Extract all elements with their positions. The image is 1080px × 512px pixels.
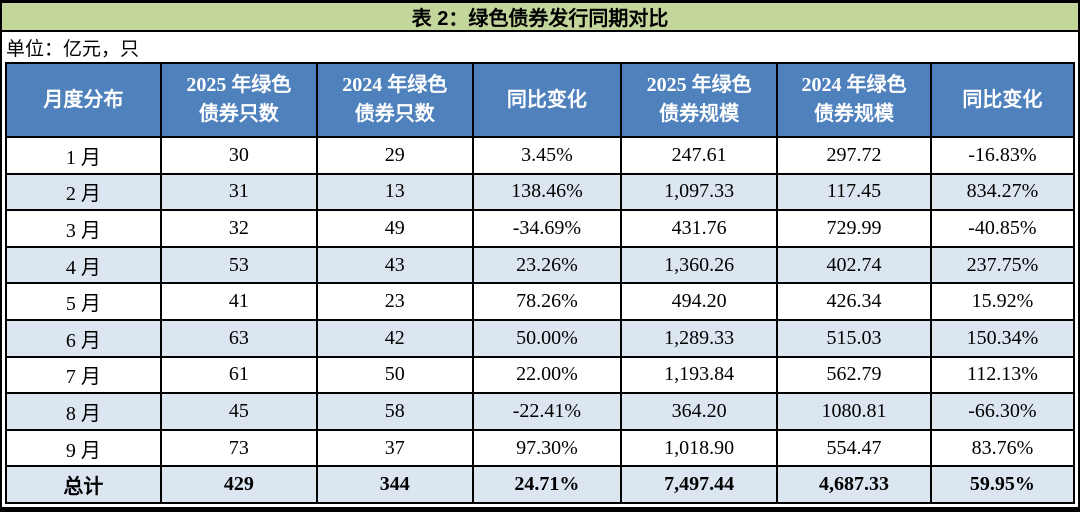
table-cell: 237.75% [929,245,1076,285]
table-cell: 15.92% [929,282,1076,321]
table-cell: 4,687.33 [776,465,932,504]
table-cell: 138.46% [471,172,623,212]
table-cell: 13 [315,172,474,212]
table-cell: 1,289.33 [620,318,779,358]
table-cell: 1,018.90 [620,428,779,468]
table-cell: 总计 [5,465,162,504]
table-cell: 4 月 [5,245,162,285]
table-cell: 247.61 [620,136,779,175]
total-row: 总计 429 344 24.71% 7,497.44 4,687.33 59.95% [5,465,1076,504]
table-cell: 29 [315,136,474,175]
table-cell: 112.13% [929,355,1076,395]
table-cell: 150.34% [929,318,1076,358]
table-row: 3 月 32 49 -34.69% 431.76 729.99 -40.85% [5,209,1076,248]
table-cell: 562.79 [776,355,932,395]
column-header: 2025 年绿色 债券只数 [159,62,318,138]
column-header: 2024 年绿色 债券规模 [776,62,932,138]
column-header: 2024 年绿色 债券只数 [315,62,474,138]
table-cell: 6 月 [5,318,162,358]
table-cell: 1,097.33 [620,172,779,212]
table-cell: 58 [315,392,474,431]
table-cell: 45 [159,392,318,431]
header-row: 月度分布 2025 年绿色 债券只数 2024 年绿色 债券只数 同比变化 2025 年… [5,62,1076,138]
table-cell: 50 [315,355,474,395]
table-cell: 5 月 [5,282,162,321]
table-cell: 59.95% [929,465,1076,504]
table-cell: 3 月 [5,209,162,248]
table-cell: 23 [315,282,474,321]
table-row: 8 月 45 58 -22.41% 364.20 1080.81 -66.30% [5,392,1076,431]
table-cell: 1,193.84 [620,355,779,395]
table-cell: 2 月 [5,172,162,212]
table-cell: 515.03 [776,318,932,358]
table-cell: 1080.81 [776,392,932,431]
table-cell: 7 月 [5,355,162,395]
table-row: 4 月 53 43 23.26% 1,360.26 402.74 237.75% [5,245,1076,285]
table-title: 表 2：绿色债券发行同期对比 [2,3,1078,32]
table-header: 月度分布 2025 年绿色 债券只数 2024 年绿色 债券只数 同比变化 2025 年… [5,62,1076,138]
table-cell: 61 [159,355,318,395]
table-cell: 297.72 [776,136,932,175]
column-header: 同比变化 [471,62,623,138]
table-cell: 23.26% [471,245,623,285]
unit-note: 单位：亿元，只 [6,38,140,60]
table-cell: 9 月 [5,428,162,468]
table-row: 1 月 30 29 3.45% 247.61 297.72 -16.83% [5,136,1076,175]
table-cell: 344 [315,465,474,504]
table-cell: 431.76 [620,209,779,248]
table-cell: 32 [159,209,318,248]
table-row: 7 月 61 50 22.00% 1,193.84 562.79 112.13% [5,355,1076,395]
table-cell: -34.69% [471,209,623,248]
column-header: 同比变化 [929,62,1076,138]
table-cell: -40.85% [929,209,1076,248]
comparison-table: 月度分布 2025 年绿色 债券只数 2024 年绿色 债券只数 同比变化 2025 年… [5,62,1076,504]
table-cell: 7,497.44 [620,465,779,504]
table-cell: 41 [159,282,318,321]
table-row: 5 月 41 23 78.26% 494.20 426.34 15.92% [5,282,1076,321]
table-cell: 97.30% [471,428,623,468]
table-cell: 73 [159,428,318,468]
table-cell: 8 月 [5,392,162,431]
table-cell: 1,360.26 [620,245,779,285]
column-header: 2025 年绿色 债券规模 [620,62,779,138]
table-cell: 429 [159,465,318,504]
table-row: 6 月 63 42 50.00% 1,289.33 515.03 150.34% [5,318,1076,358]
table-cell: 63 [159,318,318,358]
table-cell: 3.45% [471,136,623,175]
table-row: 2 月 31 13 138.46% 1,097.33 117.45 834.27% [5,172,1076,212]
table-row: 9 月 73 37 97.30% 1,018.90 554.47 83.76% [5,428,1076,468]
table-cell: 78.26% [471,282,623,321]
table-cell: -66.30% [929,392,1076,431]
table-cell: 1 月 [5,136,162,175]
table-cell: 83.76% [929,428,1076,468]
table-cell: 30 [159,136,318,175]
table-cell: 426.34 [776,282,932,321]
table-cell: -22.41% [471,392,623,431]
table-cell: 22.00% [471,355,623,395]
table-cell: 31 [159,172,318,212]
table-cell: 494.20 [620,282,779,321]
table-cell: -16.83% [929,136,1076,175]
table-cell: 402.74 [776,245,932,285]
table-cell: 834.27% [929,172,1076,212]
table-body: 1 月 30 29 3.45% 247.61 297.72 -16.83% 2 月 31 13 13… [5,136,1076,504]
table-cell: 117.45 [776,172,932,212]
table-cell: 554.47 [776,428,932,468]
table-cell: 53 [159,245,318,285]
table-cell: 49 [315,209,474,248]
table-cell: 42 [315,318,474,358]
table-cell: 364.20 [620,392,779,431]
table-cell: 37 [315,428,474,468]
table-cell: 43 [315,245,474,285]
table-container: 月度分布 2025 年绿色 债券只数 2024 年绿色 债券只数 同比变化 2025 年… [2,62,1078,507]
table-cell: 50.00% [471,318,623,358]
column-header: 月度分布 [5,62,162,138]
table-cell: 729.99 [776,209,932,248]
table-cell: 24.71% [471,465,623,504]
